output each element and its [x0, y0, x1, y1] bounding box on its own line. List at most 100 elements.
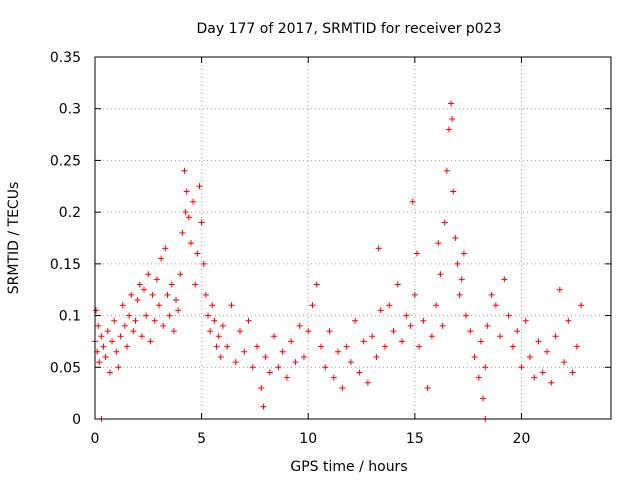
data-point: [413, 250, 420, 257]
data-point: [198, 219, 205, 226]
x-tick-label: 5: [197, 431, 206, 447]
data-point: [416, 343, 423, 350]
data-point: [437, 271, 444, 278]
data-points: [92, 100, 585, 422]
data-point: [467, 328, 474, 335]
data-point: [258, 384, 265, 391]
data-point: [322, 364, 329, 371]
data-point: [98, 333, 105, 340]
data-point: [183, 188, 190, 195]
data-point: [260, 403, 267, 410]
data-point: [435, 240, 442, 247]
data-point: [330, 374, 337, 381]
data-point: [160, 322, 167, 329]
data-point: [526, 353, 533, 360]
data-point: [518, 364, 525, 371]
x-tick-labels: 0 5 10 15 20: [91, 431, 531, 447]
data-point: [535, 338, 542, 345]
data-point: [433, 302, 440, 309]
data-point: [182, 209, 189, 216]
data-point: [420, 317, 427, 324]
data-point: [475, 374, 482, 381]
data-point: [241, 348, 248, 355]
data-point: [497, 333, 504, 340]
data-point: [539, 369, 546, 376]
data-point: [561, 359, 568, 366]
y-tick-label: 0.3: [59, 102, 81, 118]
data-point: [318, 343, 325, 350]
data-point: [228, 302, 235, 309]
data-point: [117, 333, 124, 340]
data-point: [236, 328, 243, 335]
data-point: [556, 286, 563, 293]
data-point: [245, 317, 252, 324]
data-point: [484, 322, 491, 329]
data-point: [509, 343, 516, 350]
y-tick-label: 0: [72, 412, 81, 428]
data-point: [168, 281, 175, 288]
data-point: [158, 255, 165, 262]
data-point: [93, 307, 100, 314]
data-point: [492, 302, 499, 309]
data-point: [224, 343, 231, 350]
data-point: [175, 307, 182, 314]
data-point: [126, 312, 133, 319]
data-point: [170, 328, 177, 335]
data-point: [130, 328, 137, 335]
data-point: [185, 214, 192, 221]
data-point: [411, 291, 418, 298]
data-point: [305, 328, 312, 335]
data-point: [309, 302, 316, 309]
data-point: [155, 302, 162, 309]
data-point: [123, 343, 130, 350]
data-point: [177, 271, 184, 278]
data-point: [213, 343, 220, 350]
data-point: [386, 302, 393, 309]
data-point: [313, 281, 320, 288]
data-point: [173, 297, 180, 304]
data-point: [463, 312, 470, 319]
x-tick-label: 10: [299, 431, 317, 447]
data-point: [102, 353, 109, 360]
data-point: [181, 167, 188, 174]
y-axis-title: SRMTID / TECUs: [6, 182, 22, 295]
data-point: [471, 353, 478, 360]
data-point: [456, 291, 463, 298]
data-point: [300, 353, 307, 360]
data-point: [548, 379, 555, 386]
data-point: [565, 317, 572, 324]
data-point: [292, 359, 299, 366]
data-point: [514, 328, 521, 335]
data-point: [232, 359, 239, 366]
y-tick-labels: 0 0.05 0.1 0.15 0.2 0.25 0.3 0.35: [50, 50, 81, 428]
data-point: [164, 291, 171, 298]
data-point: [100, 343, 107, 350]
data-point: [147, 338, 154, 345]
data-point: [275, 364, 282, 371]
data-point: [369, 333, 376, 340]
y-tick-label: 0.25: [50, 153, 81, 169]
grid-lines: [95, 57, 611, 419]
data-point: [377, 307, 384, 314]
data-point: [128, 291, 135, 298]
data-point: [544, 348, 551, 355]
data-point: [573, 343, 580, 350]
data-point: [95, 322, 102, 329]
data-point: [271, 333, 278, 340]
data-point: [403, 312, 410, 319]
data-point: [449, 116, 456, 123]
data-point: [145, 271, 152, 278]
data-point: [482, 364, 489, 371]
data-point: [115, 364, 122, 371]
data-point: [326, 328, 333, 335]
data-point: [552, 333, 559, 340]
data-point: [211, 317, 218, 324]
data-point: [452, 235, 459, 241]
axis-ticks: [94, 56, 611, 420]
data-point: [162, 245, 169, 252]
data-point: [522, 317, 529, 324]
data-point: [390, 328, 397, 335]
data-point: [134, 297, 141, 304]
